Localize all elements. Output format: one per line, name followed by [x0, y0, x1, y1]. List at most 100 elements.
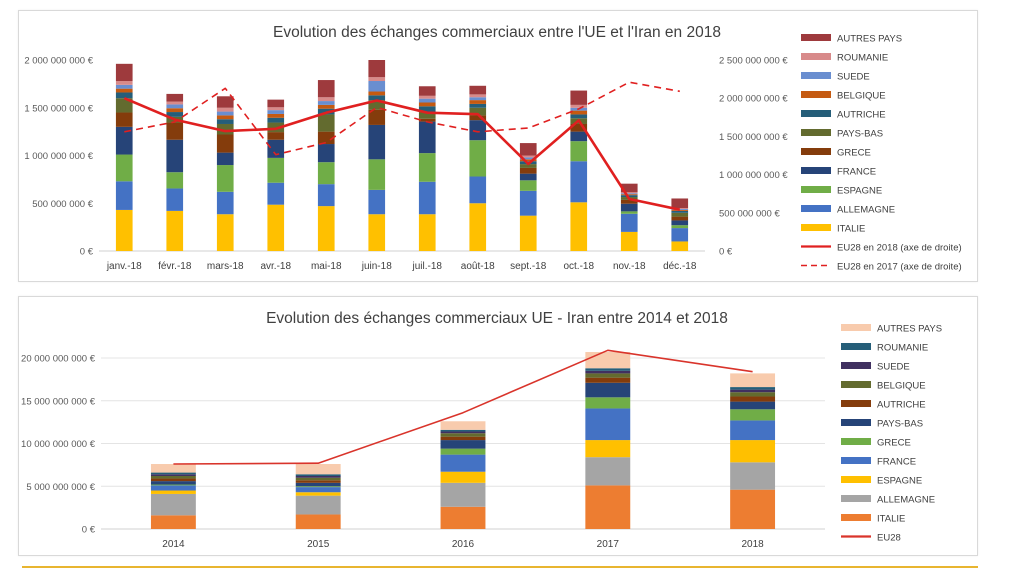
bar-segment-italie [115, 209, 133, 251]
bar-segment-allemagne [570, 161, 588, 203]
bar-segment-belgique [730, 392, 776, 397]
bar-segment-autriche [730, 396, 776, 402]
bar-segment-allemagne [671, 228, 689, 242]
legend-swatch [841, 438, 871, 445]
bar-segment-italie [295, 514, 341, 529]
x-tick-label: juil.-18 [412, 261, 443, 272]
bar-segment-allemagne [267, 182, 285, 205]
y-left-tick-label: 1 500 000 000 € [24, 103, 93, 114]
bar-segment-suede [115, 84, 133, 89]
bar-segment-grece [317, 131, 335, 145]
legend-swatch [801, 72, 831, 79]
bar-segment-belgique [469, 100, 487, 104]
bar-segment-autriche [440, 436, 486, 441]
legend-swatch [841, 514, 871, 521]
chart-panel-2014-2018: Evolution des échanges commerciaux UE - … [18, 296, 978, 556]
legend-swatch [841, 457, 871, 464]
bar-segment-grece [440, 448, 486, 455]
legend-label: GRECE [877, 438, 911, 449]
legend-swatch [801, 110, 831, 117]
bar-segment-france [671, 220, 689, 226]
legend-label: FRANCE [837, 167, 876, 178]
bottom-divider [22, 566, 978, 568]
chart-title: Evolution des échanges commerciaux entre… [273, 24, 721, 41]
bar-segment-roumanie [267, 107, 285, 111]
bar-segment-autres-pays [267, 99, 285, 108]
bar-segment-autres-pays [166, 93, 184, 102]
legend-swatch [801, 167, 831, 174]
bar-segment-italie [150, 515, 196, 529]
bar-segment-espagne [585, 440, 631, 458]
y-left-tick-label: 2 000 000 000 € [24, 56, 93, 67]
bar-segment-pays-bas [519, 164, 537, 168]
bar-segment-pays-bas [671, 212, 689, 217]
x-tick-label: 2015 [307, 539, 330, 550]
bar-segment-france [317, 144, 335, 163]
legend-swatch [841, 495, 871, 502]
legend-label: EU28 [877, 533, 901, 544]
bar-segment-allemagne [166, 188, 184, 211]
x-tick-label: août-18 [461, 261, 495, 272]
legend-swatch [841, 381, 871, 388]
y-right-tick-label: 2 000 000 000 € [719, 94, 788, 105]
bar-segment-suede [368, 81, 386, 92]
bar-segment-allemagne [585, 457, 631, 486]
bar-segment-grece [150, 484, 196, 486]
bar-segment-roumanie [585, 368, 631, 371]
bar-segment-autriche [216, 119, 234, 124]
bar-segment-espagne [166, 172, 184, 189]
bar-segment-grece [585, 397, 631, 409]
bar-segment-autres-pays [150, 464, 196, 473]
bar-segment-autres-pays [730, 373, 776, 388]
bar-segment-belgique [295, 477, 341, 481]
bar-segment-pays-bas [216, 123, 234, 135]
bar-segment-france [519, 173, 537, 181]
bar-segment-autres-pays [418, 86, 436, 96]
y-right-tick-label: 500 000 000 € [719, 208, 780, 219]
legend-swatch [841, 476, 871, 483]
bar-segment-autres-pays [671, 198, 689, 209]
legend-swatch [801, 129, 831, 136]
bar-segment-espagne [267, 157, 285, 183]
legend-label: SUEDE [837, 72, 870, 83]
bar-segment-autres-pays [570, 90, 588, 105]
bar-segment-autriche [368, 95, 386, 101]
bar-segment-grece [368, 109, 386, 125]
bar-segment-espagne [418, 153, 436, 182]
y-right-tick-label: 1 500 000 000 € [719, 132, 788, 143]
x-tick-label: oct.-18 [563, 261, 594, 272]
legend-label: AUTRICHE [837, 110, 886, 121]
bar-segment-roumanie [295, 474, 341, 476]
bar-segment-espagne [368, 159, 386, 190]
bar-segment-grece [267, 132, 285, 140]
legend-label: PAYS-BAS [837, 129, 883, 140]
bar-segment-autriche [166, 112, 184, 117]
bar-segment-roumanie [418, 95, 436, 99]
y-right-tick-label: 0 € [719, 247, 733, 258]
bar-segment-espagne [469, 140, 487, 177]
bar-segment-espagne [317, 162, 335, 185]
bar-segment-belgique [440, 433, 486, 437]
bar-segment-italie [317, 206, 335, 251]
x-tick-label: janv.-18 [106, 261, 142, 272]
x-tick-label: déc.-18 [663, 261, 697, 272]
bar-segment-espagne [115, 154, 133, 182]
legend-swatch [841, 419, 871, 426]
bar-segment-italie [368, 214, 386, 251]
legend-label: SUEDE [877, 362, 910, 373]
legend-label: BELGIQUE [877, 381, 926, 392]
x-tick-label: mai-18 [311, 261, 342, 272]
bar-segment-espagne [620, 211, 638, 214]
bar-segment-italie [440, 506, 486, 529]
bar-segment-roumanie [115, 81, 133, 85]
x-tick-label: avr.-18 [260, 261, 291, 272]
x-tick-label: sept.-18 [510, 261, 547, 272]
legend-label: ALLEMAGNE [837, 205, 895, 216]
bar-segment-suede [317, 101, 335, 105]
bar-segment-pays-bas [317, 114, 335, 132]
bar-segment-autriche [469, 103, 487, 108]
bar-segment-belgique [620, 194, 638, 196]
bar-segment-roumanie [620, 192, 638, 194]
bar-segment-suede [267, 110, 285, 114]
x-tick-label: 2018 [741, 539, 764, 550]
